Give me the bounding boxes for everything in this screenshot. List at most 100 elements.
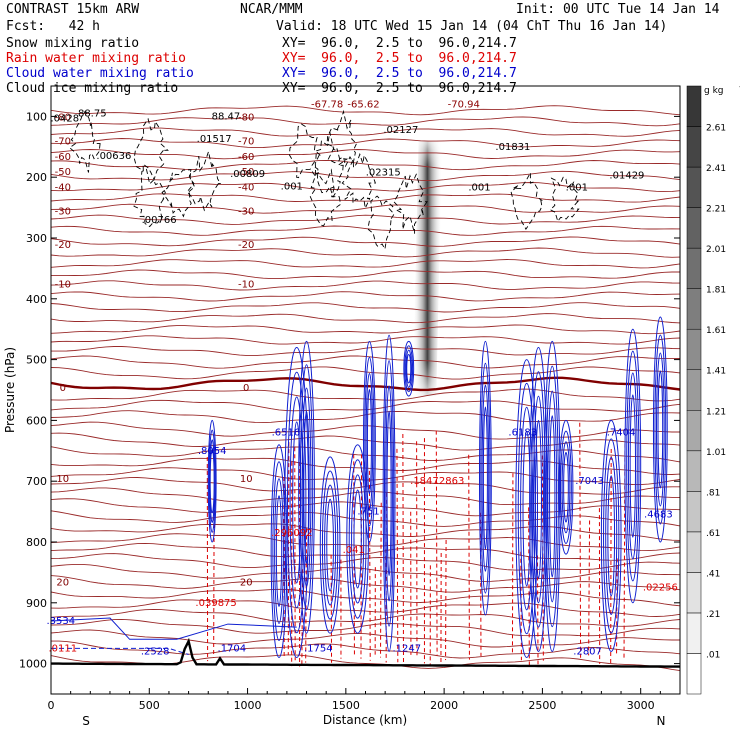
snow-contour-10 <box>549 176 580 223</box>
cloud-contour-16-2 <box>655 352 665 507</box>
terrain-line <box>51 637 680 668</box>
cloud-contour-16-0 <box>652 316 668 543</box>
cloud-contour-12-1 <box>545 365 559 628</box>
contour-annotations: -67.78 -65.62 -70.94 88.75 88.47 .0428 .01517.… <box>47 99 678 657</box>
colorbar-swatch-7 <box>686 369 702 411</box>
snow-contour-6 <box>326 109 358 168</box>
isotherm-label-4-1: -40 <box>238 182 254 193</box>
cloud-contour-15-2 <box>627 372 638 560</box>
annotation-33: .041 <box>343 545 365 556</box>
isotherm-label-2-0: -60 <box>55 152 71 163</box>
annotation-28: .1247 <box>392 643 421 654</box>
annotation-12: .01429 <box>609 170 644 181</box>
cloud-contour-10-3 <box>522 430 531 587</box>
field-xy-snow: XY= 96.0, 2.5 to 96.0,214.7 <box>282 36 517 51</box>
isotherm-20 <box>51 324 680 335</box>
colorbar: .01 .21 .41 .61 .81 1.01 1.21 1.41 1.61 1.81 2.01 2… <box>686 83 740 695</box>
cloud-contour-0-3 <box>209 449 215 514</box>
annotation-1: -65.62 <box>347 99 379 110</box>
snow-contour-5 <box>133 168 166 228</box>
isotherm-12 <box>51 236 680 247</box>
colorbar-label-7: 1.41 <box>706 367 726 377</box>
isotherm-5 <box>51 159 680 171</box>
colorbar-swatch-10 <box>686 247 702 289</box>
isotherm-19 <box>51 313 680 324</box>
cloud-contour-8-1 <box>404 345 414 393</box>
cloud-contour-11-3 <box>534 419 542 579</box>
valid-time: Valid: 18 UTC Wed 15 Jan 14 (04 ChT Thu … <box>276 19 668 34</box>
cloud-contour-13-2 <box>561 441 571 534</box>
field-label-cloud-ice: Cloud ice mixing ratio <box>6 81 179 96</box>
isotherm-15 <box>51 269 680 280</box>
annotation-35: .0111 <box>48 643 77 654</box>
colorbar-label-13: 2.61 <box>706 124 726 134</box>
cloud-contour-13-3 <box>563 452 569 523</box>
cloud-contour-5-2 <box>351 474 365 604</box>
cloud-contour-3-3 <box>303 410 310 564</box>
annotation-29: .2807 <box>573 646 602 657</box>
cloud-contour-1-0 <box>270 444 288 659</box>
isotherm-39 <box>51 533 680 552</box>
isotherm-49 <box>51 640 680 659</box>
isotherm-30 <box>51 432 680 451</box>
cloud-contour-5-0 <box>346 444 369 634</box>
cloud-contour-2-1 <box>287 371 307 634</box>
isotherm-22 <box>51 346 680 357</box>
field-xy-cloud-ice: XY= 96.0, 2.5 to 96.0,214.7 <box>282 81 517 96</box>
snow-contour-7 <box>367 195 395 251</box>
rain-contour-37 <box>616 558 618 656</box>
cloud-contour-1-2 <box>274 478 284 624</box>
rain-contour-36 <box>610 449 612 667</box>
cloud-contour-4-2 <box>324 484 337 606</box>
snow-contour-0 <box>341 152 377 210</box>
annotation-21: .7043 <box>575 476 604 487</box>
field-label-rain: Rain water mixing ratio <box>6 51 187 66</box>
x-tick-label-1: 500 <box>139 699 160 712</box>
cloud-contour-9-1 <box>480 362 491 594</box>
rain-contour-12 <box>360 454 363 659</box>
cloud-contour-2-2 <box>289 396 304 609</box>
cloud-contour-10-0 <box>515 359 538 659</box>
isotherm-label-9-1: 10 <box>240 474 253 485</box>
axes: 0 500 1000 1500 2000 2500 30001002003004005006… <box>19 110 680 712</box>
forecast-hour: Fcst: 42 h <box>6 19 100 34</box>
cloud-water-contours <box>51 316 668 659</box>
cloud-contour-8-2 <box>405 349 412 388</box>
init-time: Init: 00 UTC Tue 14 Jan 14 <box>516 2 720 17</box>
isotherm-44 <box>51 588 680 607</box>
cloud-contour-16-1 <box>654 334 667 525</box>
annotation-16: .001 <box>566 183 588 194</box>
colorbar-swatch-6 <box>686 410 702 452</box>
x-end-label-right: N <box>657 714 666 728</box>
isotherm-48 <box>51 629 680 648</box>
cloud-contour-14-0 <box>600 419 622 652</box>
cloud-contour-3-1 <box>299 364 314 611</box>
rain-contour-34 <box>588 520 591 656</box>
cloud-contour-7-0 <box>382 334 396 652</box>
isotherm-label-8-0: 0 <box>60 383 66 394</box>
cloud-contour-10-2 <box>520 406 534 611</box>
cloud-contour-12-3 <box>549 415 556 578</box>
annotation-3: 88.75 <box>78 108 107 119</box>
colorbar-swatch-3 <box>686 531 702 573</box>
annotation-27: .1754 <box>304 643 333 654</box>
annotation-17: .8054 <box>198 446 227 457</box>
rain-contour-13 <box>368 470 371 661</box>
annotation-15: .001 <box>468 183 490 194</box>
isotherm-label-8-1: 0 <box>243 383 249 394</box>
isotherm-18 <box>51 302 680 313</box>
annotation-4: 88.47 <box>212 111 241 122</box>
snow-contour-13 <box>510 172 544 230</box>
isotherm-10 <box>51 214 680 225</box>
colorbar-label-1: .21 <box>706 610 720 620</box>
isotherm-label-10-0: 20 <box>56 578 69 589</box>
cloud-contour-6-0 <box>363 340 376 543</box>
annotation-5: .0428 <box>50 113 79 124</box>
annotation-0: -67.78 <box>311 99 343 110</box>
isotherm-label-4-0: -40 <box>55 182 71 193</box>
cloud-contour-13-1 <box>560 430 572 544</box>
isotherm-label-3-0: -50 <box>55 167 71 178</box>
model-title: CONTRAST 15km ARW <box>6 2 140 17</box>
cloud-contour-8-0 <box>403 340 415 397</box>
cloud-contour-3-2 <box>301 387 312 588</box>
